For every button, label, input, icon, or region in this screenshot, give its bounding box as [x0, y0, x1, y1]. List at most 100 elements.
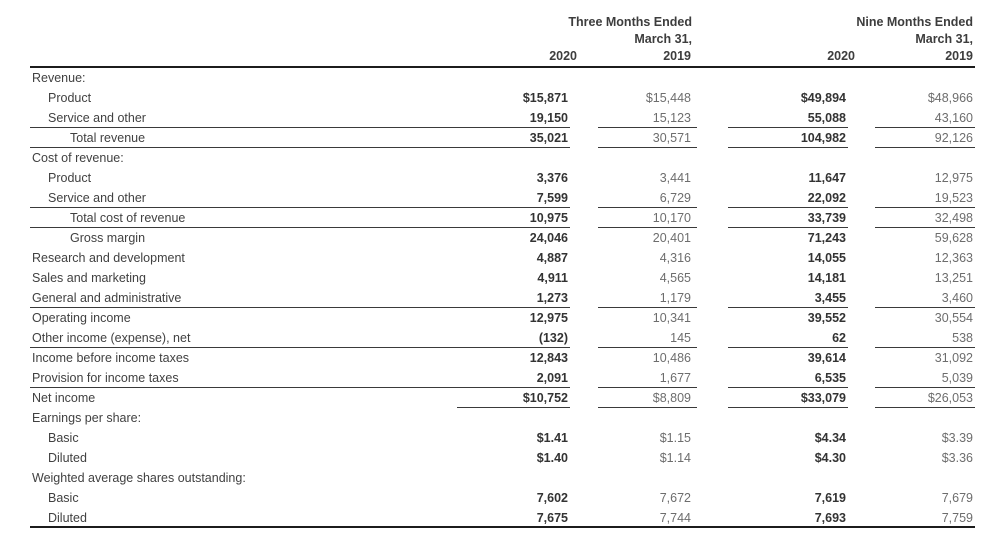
- value-cell: [457, 148, 570, 168]
- table-row: Operating income 12,975 10,341 39,552 30,554: [30, 308, 975, 328]
- value-cell: 7,602: [536, 491, 568, 505]
- value-cell: 2,091: [536, 371, 568, 385]
- value-cell: 538: [875, 328, 975, 348]
- row-label: Sales and marketing: [32, 271, 146, 285]
- value-cell: 145: [598, 328, 697, 348]
- table-row: Product 3,376 3,441 11,647 12,975: [30, 168, 975, 188]
- value-cell: [728, 148, 848, 168]
- row-label: Diluted: [48, 451, 87, 465]
- value-cell: 71,243: [807, 231, 846, 245]
- value-cell: 7,679: [941, 491, 973, 505]
- value-cell: 62: [728, 328, 848, 348]
- value-cell: (132): [538, 331, 568, 345]
- value-cell: $4.30: [814, 451, 846, 465]
- value-cell: 5,039: [875, 368, 975, 388]
- value-cell: [598, 148, 697, 168]
- value-cell: 30,571: [598, 128, 697, 148]
- table-row: Research and development 4,887 4,316 14,055…: [30, 248, 975, 268]
- value-cell: 55,088: [728, 108, 848, 128]
- table-row: Sales and marketing 4,911 4,565 14,181 13,25…: [30, 268, 975, 288]
- row-label: Income before income taxes: [32, 351, 190, 365]
- value-cell: 7,744: [659, 511, 691, 525]
- row-label: Gross margin: [70, 231, 146, 245]
- table-row: General and administrative 1,273 1,179 3,45…: [30, 288, 975, 308]
- row-label: Product: [48, 171, 92, 185]
- value-cell: 6,729: [598, 188, 697, 208]
- value-cell: 3,460: [875, 288, 975, 308]
- period-header-three-months-date: March 31,: [634, 32, 692, 46]
- value-cell: $1.14: [659, 451, 691, 465]
- table-row: Revenue:: [30, 68, 975, 88]
- value-cell: $15,448: [645, 91, 691, 105]
- table-row: Income before income taxes 12,843 10,486 39…: [30, 348, 975, 368]
- value-cell: 35,021: [529, 131, 568, 145]
- value-cell: 7,693: [814, 511, 846, 525]
- table-body: Revenue: Product $15,871 $15,448 $49,894 $48,…: [30, 68, 975, 528]
- table-row: Total cost of revenue 10,975 10,170 33,739 3…: [30, 208, 975, 228]
- value-cell: $15,871: [522, 91, 568, 105]
- value-cell: 104,982: [728, 128, 848, 148]
- row-label: Operating income: [32, 311, 131, 325]
- row-label: Net income: [32, 391, 96, 405]
- row-label: Earnings per share:: [32, 411, 142, 425]
- period-header-three-months: Three Months Ended: [568, 15, 692, 29]
- value-cell: 19,523: [875, 188, 975, 208]
- row-label: Basic: [48, 491, 79, 505]
- row-label: Diluted: [48, 511, 87, 525]
- row-label: Service and other: [48, 111, 146, 125]
- table-row: Other income (expense), net (132) 145 62 538: [30, 328, 975, 348]
- value-cell: 39,614: [807, 351, 846, 365]
- value-cell: $4.34: [814, 431, 846, 445]
- value-cell: $1.40: [536, 451, 568, 465]
- table-row: Service and other 7,599 6,729 22,092 19,523: [30, 188, 975, 208]
- income-statement: Three Months Ended Nine Months Ended Mar…: [30, 14, 975, 528]
- table-row: Diluted $1.40 $1.14 $4.30 $3.36: [30, 448, 975, 468]
- value-cell: 10,975: [529, 211, 568, 225]
- value-cell: 24,046: [529, 231, 568, 245]
- table-row: Weighted average shares outstanding:: [30, 468, 975, 488]
- table-row: Gross margin 24,046 20,401 71,243 59,628: [30, 228, 975, 248]
- row-label: Cost of revenue:: [32, 151, 124, 165]
- year-column-header: 2019: [945, 49, 973, 63]
- value-cell: [875, 408, 975, 428]
- value-cell: [598, 408, 697, 428]
- value-cell: 15,123: [598, 108, 697, 128]
- value-cell: $1.15: [659, 431, 691, 445]
- value-cell: $26,053: [875, 388, 975, 408]
- period-headers-line1: Three Months Ended Nine Months Ended: [30, 14, 975, 31]
- value-cell: 10,170: [598, 208, 697, 228]
- value-cell: 10,486: [652, 351, 691, 365]
- value-cell: 30,554: [934, 311, 973, 325]
- table-row: Net income $10,752 $8,809 $33,079 $26,053: [30, 388, 975, 408]
- value-cell: 4,887: [536, 251, 568, 265]
- period-header-nine-months-date: March 31,: [915, 32, 973, 46]
- year-column-header: 2019: [663, 49, 691, 63]
- value-cell: 39,552: [807, 311, 846, 325]
- value-cell: 4,316: [659, 251, 691, 265]
- value-cell: [598, 68, 697, 88]
- table-row: Provision for income taxes 2,091 1,677 6,53…: [30, 368, 975, 388]
- value-cell: 59,628: [934, 231, 973, 245]
- value-cell: 14,055: [807, 251, 846, 265]
- value-cell: 31,092: [934, 351, 973, 365]
- value-cell: 92,126: [875, 128, 975, 148]
- row-label: Provision for income taxes: [32, 371, 179, 385]
- value-cell: [728, 408, 848, 428]
- value-cell: 14,181: [807, 271, 846, 285]
- value-cell: $48,966: [927, 91, 973, 105]
- value-cell: [457, 68, 570, 88]
- table-row: Service and other 19,150 15,123 55,088 43,16…: [30, 108, 975, 128]
- row-label: Revenue:: [32, 71, 86, 85]
- value-cell: $8,809: [598, 388, 697, 408]
- table-row: Basic 7,602 7,672 7,619 7,679: [30, 488, 975, 508]
- value-cell: 3,376: [536, 171, 568, 185]
- value-cell: 12,975: [529, 311, 568, 325]
- value-cell: 6,535: [728, 368, 848, 388]
- row-label: Service and other: [48, 191, 146, 205]
- value-cell: 1,273: [536, 291, 568, 305]
- table-row: Diluted 7,675 7,744 7,693 7,759: [30, 508, 975, 528]
- table-row: Basic $1.41 $1.15 $4.34 $3.39: [30, 428, 975, 448]
- value-cell: 1,677: [598, 368, 697, 388]
- value-cell: $1.41: [536, 431, 568, 445]
- value-cell: $3.36: [941, 451, 973, 465]
